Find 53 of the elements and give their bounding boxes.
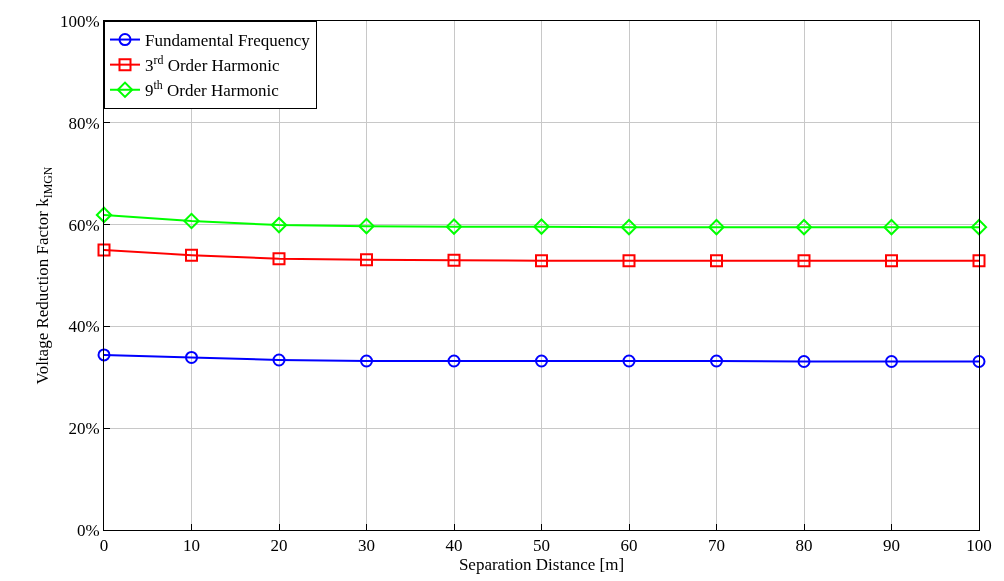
point <box>885 254 898 268</box>
point <box>97 243 111 257</box>
y-tick-label: 60% <box>68 215 100 235</box>
point <box>972 254 986 268</box>
point <box>708 219 725 236</box>
y-tick-label: 40% <box>68 317 100 337</box>
point <box>533 218 550 235</box>
point <box>710 254 723 268</box>
point <box>183 212 200 230</box>
y-tick-label: 80% <box>68 113 100 133</box>
x-tick-label: 70 <box>708 536 725 556</box>
legend-label: Fundamental Frequency <box>145 31 311 51</box>
x-tick-label: 0 <box>99 536 109 556</box>
point <box>272 353 286 367</box>
point <box>622 354 636 368</box>
point <box>447 253 461 267</box>
point <box>972 355 986 369</box>
point <box>970 219 988 236</box>
x-tick-label: 90 <box>883 536 900 556</box>
point <box>272 252 286 266</box>
point <box>445 218 463 235</box>
point <box>185 248 198 262</box>
point <box>447 354 461 368</box>
point <box>797 355 811 369</box>
point <box>797 254 811 268</box>
point <box>795 219 813 236</box>
point <box>883 219 900 236</box>
x-tick-label: 30 <box>358 536 375 556</box>
point <box>360 253 373 267</box>
point <box>358 217 375 235</box>
x-tick-label: 100 <box>966 536 992 556</box>
x-tick-label: 40 <box>445 536 463 556</box>
y-tick-label: 0% <box>76 520 100 540</box>
point <box>885 355 898 369</box>
legend-label: 3$^{rd}$ Order Harmonic <box>145 53 280 76</box>
point <box>185 350 198 364</box>
x-axis-title: Separation Distance [m] <box>458 555 625 575</box>
y-tick-label: 20% <box>68 419 100 439</box>
point <box>97 348 111 362</box>
point <box>710 354 723 368</box>
x-tick-label: 60 <box>620 536 638 556</box>
legend-label: 9$^{th}$ Order Harmonic <box>145 78 280 101</box>
y-tick-label: 100% <box>59 11 100 31</box>
x-tick-label: 10 <box>183 536 200 556</box>
x-tick-label: 80 <box>795 536 813 556</box>
x-tick-label: 50 <box>533 536 550 556</box>
point <box>270 216 288 234</box>
x-tick-label: 20 <box>270 536 288 556</box>
point <box>360 354 373 368</box>
point <box>535 254 548 268</box>
point <box>622 254 636 268</box>
point <box>535 354 548 368</box>
point <box>620 219 638 236</box>
